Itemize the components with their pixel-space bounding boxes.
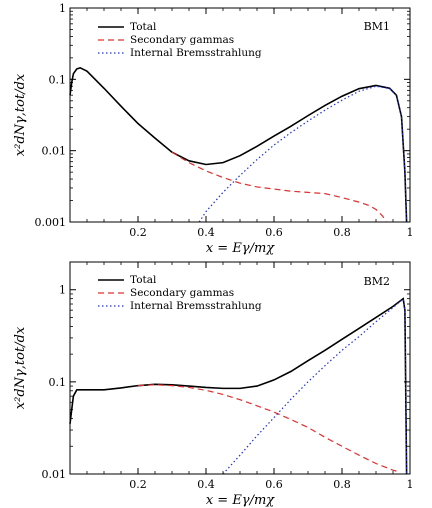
y-axis-label: x²dNγ,tot/dx — [13, 73, 28, 156]
x-tick-label: 0.8 — [333, 478, 351, 491]
x-tick-label: 0.8 — [333, 226, 351, 239]
series-line-secondary-gammas — [171, 151, 387, 223]
legend-label: Internal Bremsstrahlung — [130, 47, 262, 59]
legend-label: Internal Bremsstrahlung — [130, 300, 262, 312]
series-line-total — [69, 297, 408, 475]
y-tick-label: 1 — [59, 284, 66, 297]
plot-frame — [69, 261, 411, 475]
x-tick-label: 0.2 — [129, 226, 147, 239]
x-tick-label: 1 — [407, 478, 414, 491]
legend-label: Total — [130, 21, 157, 33]
x-tick-label: 0.2 — [129, 478, 147, 491]
panel-label: BM1 — [364, 20, 390, 33]
y-minor-ticks — [70, 262, 410, 474]
x-tick-label: 0.6 — [265, 478, 283, 491]
series-line-secondary-gammas — [137, 384, 400, 473]
legend-label: Secondary gammas — [130, 34, 234, 46]
x-tick-label: 0.4 — [197, 478, 215, 491]
x-tick-label: 0.6 — [265, 226, 283, 239]
y-tick-label: 0.1 — [49, 73, 67, 86]
x-axis-label: x = Eγ/mχ — [206, 493, 275, 508]
series-line-total — [69, 66, 408, 223]
x-tick-label: 0.4 — [197, 226, 215, 239]
y-tick-label: 0.01 — [42, 468, 67, 481]
x-tick-label: 1 — [407, 226, 414, 239]
legend-label: Secondary gammas — [130, 287, 234, 299]
y-tick-label: 0.01 — [42, 145, 67, 158]
x-axis-label: x = Eγ/mχ — [206, 241, 275, 256]
plot-frame — [69, 7, 411, 223]
panel-1: 0.001 0.01 0.1 1 0.2 0.4 0.6 0.8 1 TotalSecondary… — [13, 2, 414, 256]
y-tick-label: 0.1 — [49, 376, 67, 389]
legend-label: Total — [130, 274, 157, 286]
series-line-internal-bremsstrahlung — [198, 85, 408, 223]
y-tick-label: 1 — [59, 2, 66, 15]
y-tick-label: 0.001 — [35, 216, 67, 229]
y-axis-label: x²dNγ,tot/dx — [13, 326, 28, 409]
panel-label: BM2 — [364, 275, 390, 288]
